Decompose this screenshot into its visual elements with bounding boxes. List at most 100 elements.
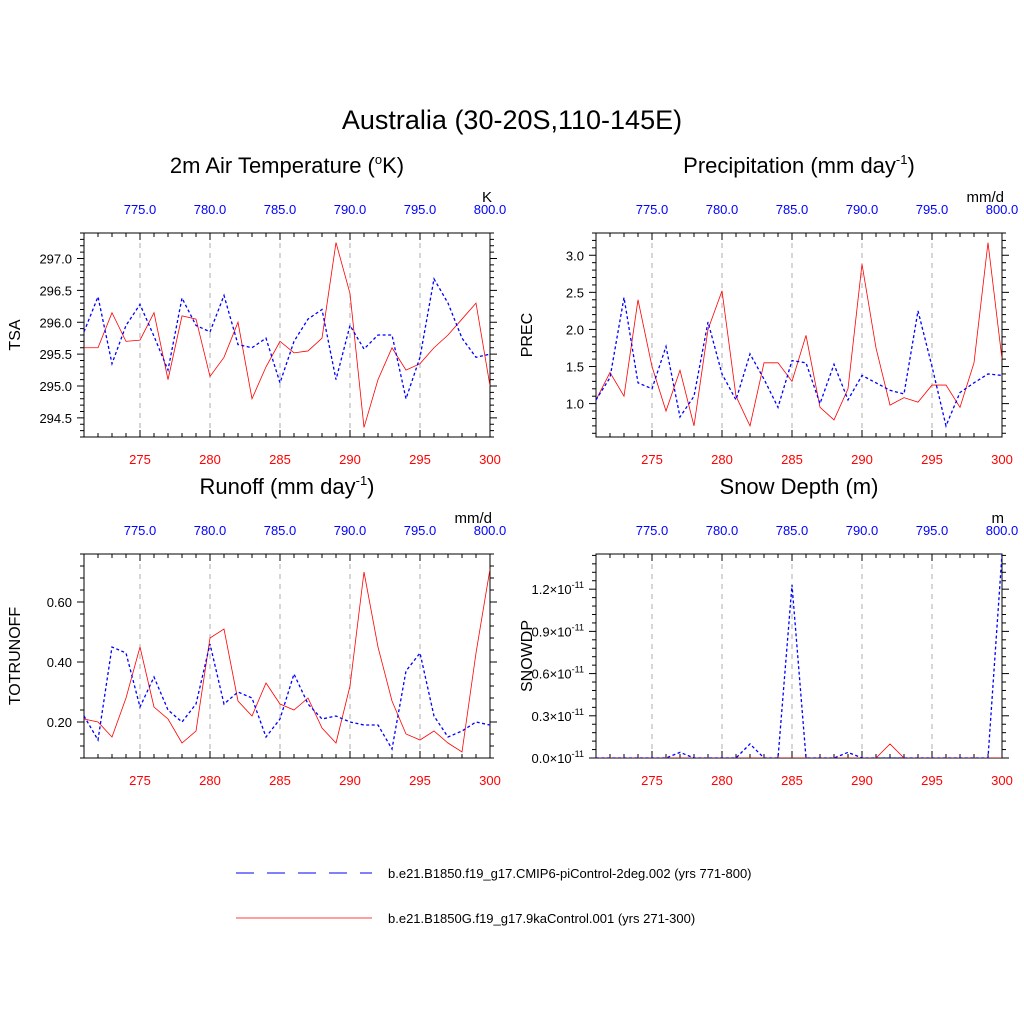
- series-line-red: [84, 568, 490, 753]
- x-tick-label: 300: [479, 773, 501, 788]
- y-tick-exponent: -11: [572, 580, 584, 590]
- top-tick-label: 780.0: [706, 202, 739, 217]
- y-tick-label: 295.5: [39, 347, 72, 362]
- panels-container: 2m Air Temperature (oK) K TSA 275 280 285 290 2…: [7, 152, 1018, 788]
- x-tick-label: 280: [199, 452, 221, 467]
- y-tick-label: 1.0: [566, 397, 584, 412]
- y-tick-label: 294.5: [39, 411, 72, 426]
- series-line-blue: [596, 554, 1002, 758]
- x-tick-label: 295: [409, 452, 431, 467]
- y-tick-times: ×: [550, 709, 558, 724]
- series-line-blue: [84, 643, 490, 751]
- y-axis-label: PREC: [519, 313, 536, 357]
- panel-title-main: Runoff (mm day: [200, 474, 356, 499]
- panel-title-superscript: -1: [356, 473, 368, 488]
- panel-title-tail: ): [907, 153, 914, 178]
- panel-title: 2m Air Temperature (oK): [170, 152, 404, 178]
- series-line-red: [84, 242, 490, 428]
- top-tick-label: 780.0: [706, 523, 739, 538]
- top-tick-label: 775.0: [124, 523, 157, 538]
- y-tick-label: 3.0: [566, 248, 584, 263]
- y-tick-label: 0.9×10-11: [532, 622, 584, 639]
- top-tick-label: 800.0: [474, 523, 507, 538]
- y-tick-times: ×: [550, 667, 558, 682]
- y-tick-label: 1.2×10-11: [532, 580, 584, 597]
- y-tick-mantissa: 0.6: [532, 667, 550, 682]
- x-tick-label: 300: [991, 452, 1013, 467]
- units-label: mm/d: [967, 189, 1005, 206]
- top-tick-label: 800.0: [986, 523, 1019, 538]
- panel-title-tail: ): [367, 474, 374, 499]
- top-tick-label: 785.0: [264, 523, 297, 538]
- panel-2: Precipitation (mm day-1) mm/d PREC 275 280 28…: [519, 152, 1018, 467]
- y-tick-label: 296.0: [39, 315, 72, 330]
- panel-4: Snow Depth (m) m SNOWDP 275 280 285 290 295 300 7…: [519, 474, 1018, 788]
- series-line-red: [596, 242, 1002, 428]
- top-tick-label: 785.0: [264, 202, 297, 217]
- x-tick-label: 275: [641, 452, 663, 467]
- top-tick-label: 780.0: [194, 523, 227, 538]
- y-tick-label: 295.0: [39, 379, 72, 394]
- x-tick-label: 285: [781, 452, 803, 467]
- x-tick-label: 295: [921, 773, 943, 788]
- y-axis-label: TOTRUNOFF: [7, 607, 24, 706]
- y-tick-times: ×: [550, 582, 558, 597]
- top-tick-label: 790.0: [846, 523, 879, 538]
- y-tick-exponent: -11: [572, 707, 584, 717]
- top-tick-label: 775.0: [636, 523, 669, 538]
- top-tick-label: 795.0: [404, 202, 437, 217]
- y-tick-mantissa: 1.2: [532, 582, 550, 597]
- y-tick-label: 2.5: [566, 285, 584, 300]
- series-line-blue: [84, 277, 490, 402]
- x-tick-label: 280: [711, 452, 733, 467]
- x-tick-label: 300: [479, 452, 501, 467]
- x-tick-label: 285: [269, 452, 291, 467]
- top-tick-label: 790.0: [334, 202, 367, 217]
- y-tick-base: 10: [557, 624, 571, 639]
- y-tick-times: ×: [550, 751, 558, 766]
- y-tick-mantissa: 0.3: [532, 709, 550, 724]
- plot-frame: [595, 232, 1003, 438]
- figure-title: Australia (30-20S,110-145E): [342, 105, 682, 135]
- top-tick-label: 785.0: [776, 202, 809, 217]
- panel-title-main: Precipitation (mm day: [683, 153, 896, 178]
- y-tick-label: 0.60: [47, 595, 72, 610]
- panel-1: 2m Air Temperature (oK) K TSA 275 280 285 290 2…: [7, 152, 506, 467]
- x-tick-label: 275: [129, 452, 151, 467]
- panel-title-tail: K): [382, 153, 404, 178]
- top-tick-label: 780.0: [194, 202, 227, 217]
- x-tick-label: 295: [921, 452, 943, 467]
- y-tick-times: ×: [550, 624, 558, 639]
- panel-title-superscript: -1: [896, 152, 908, 167]
- y-tick-label: 0.20: [47, 715, 72, 730]
- panel-title: Runoff (mm day-1): [200, 473, 375, 499]
- x-tick-label: 275: [641, 773, 663, 788]
- x-tick-label: 290: [851, 773, 873, 788]
- x-tick-label: 300: [991, 773, 1013, 788]
- y-axis-label: SNOWDP: [519, 620, 536, 692]
- units-label: m: [992, 510, 1005, 527]
- plot-frame: [595, 553, 1003, 759]
- y-tick-label: 297.0: [39, 252, 72, 267]
- plot-frame: [83, 553, 491, 759]
- y-tick-label: 0.0×10-11: [532, 749, 584, 766]
- panel-title-main: Snow Depth (m): [720, 474, 879, 499]
- series-line-red: [596, 743, 1002, 758]
- panel-title: Precipitation (mm day-1): [683, 152, 915, 178]
- x-tick-label: 275: [129, 773, 151, 788]
- series-line-blue: [596, 297, 1002, 428]
- panel-title: Snow Depth (m): [720, 474, 879, 499]
- top-tick-label: 795.0: [916, 202, 949, 217]
- top-tick-label: 790.0: [334, 523, 367, 538]
- y-tick-mantissa: 0.9: [532, 624, 550, 639]
- top-tick-label: 795.0: [404, 523, 437, 538]
- x-tick-label: 285: [781, 773, 803, 788]
- top-tick-label: 775.0: [636, 202, 669, 217]
- units-label: K: [482, 189, 492, 206]
- panel-3: Runoff (mm day-1) mm/d TOTRUNOFF 275 280 285 2…: [7, 473, 506, 788]
- y-tick-base: 10: [557, 751, 571, 766]
- x-tick-label: 290: [339, 452, 361, 467]
- y-tick-base: 10: [557, 709, 571, 724]
- y-tick-mantissa: 0.0: [532, 751, 550, 766]
